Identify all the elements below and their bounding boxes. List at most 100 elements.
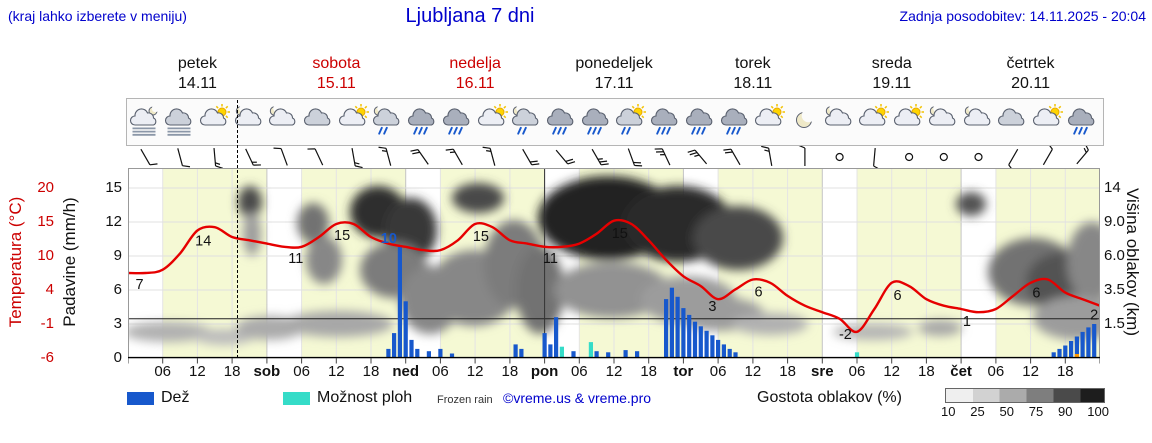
weather-icon-rain [1067, 108, 1095, 135]
height-tick: 1.5 [1104, 315, 1125, 332]
svg-text:7: 7 [136, 277, 144, 293]
cloud-density-value: 75 [1028, 404, 1044, 419]
cloud-density-scale: 10 25 50 75 90 100 [941, 388, 1109, 419]
x-axis-label: 06 [709, 363, 727, 380]
svg-text:6: 6 [755, 285, 763, 301]
cloud-density-value: 25 [970, 404, 985, 419]
svg-text:3: 3 [708, 299, 716, 315]
wind-barb [482, 146, 496, 166]
x-axis-label: 18 [1056, 363, 1074, 380]
cloud-density-value: 10 [941, 404, 956, 419]
x-axis-label: 06 [570, 363, 588, 380]
weather-icon-night-partly [928, 104, 956, 126]
wind-barb [761, 146, 773, 166]
wind-barb [245, 148, 261, 166]
rain-swatch [127, 392, 154, 405]
day-name: nedelja [449, 55, 501, 72]
frozen-rain-label: Frozen rain [437, 394, 493, 406]
x-axis-label: sob [253, 363, 281, 380]
wind-barb [1042, 146, 1053, 166]
cloud-density-value: 100 [1087, 404, 1109, 419]
weather-icon-fog [165, 108, 192, 136]
weather-icon-rain [651, 108, 678, 135]
weather-icon-night-partly [269, 104, 296, 126]
cloud-density-value: 50 [999, 404, 1014, 419]
wind-barb [307, 148, 324, 166]
wind-barb [797, 146, 806, 166]
svg-text:15: 15 [334, 228, 350, 244]
x-axis-label: 12 [883, 363, 901, 380]
showers-swatch [283, 392, 310, 405]
x-axis-label: 06 [154, 363, 172, 380]
x-axis-label: sre [811, 363, 834, 380]
day-header: petek 14.11 [128, 54, 267, 94]
precip-tick: 3 [113, 315, 122, 332]
temp-tick: -6 [40, 349, 54, 366]
svg-text:2: 2 [1090, 308, 1098, 324]
svg-text:6: 6 [893, 288, 901, 304]
temp-tick: -1 [40, 315, 54, 332]
precip-tick: 6 [113, 281, 122, 298]
showers-legend-label: Možnost ploh [317, 389, 413, 406]
day-name: sobota [312, 55, 361, 72]
wind-calm-circle [939, 152, 948, 162]
svg-text:14: 14 [195, 233, 211, 249]
wind-barb [177, 148, 191, 168]
x-axis-label: tor [673, 363, 694, 380]
temp-tick: 15 [37, 213, 54, 230]
cloud-density-label: Gostota oblakov (%) [757, 389, 902, 406]
x-axis-label: 12 [1022, 363, 1039, 380]
svg-text:10: 10 [381, 231, 397, 247]
wind-barb [445, 148, 463, 166]
wind-barb [378, 146, 392, 166]
credit-link[interactable]: ©vreme.us & vreme.pro [503, 390, 652, 406]
wind-barb [273, 147, 288, 166]
temp-tick: 10 [37, 247, 54, 264]
height-tick: 6.0 [1104, 247, 1125, 264]
weather-icon-fog-night [130, 105, 160, 136]
svg-text:15: 15 [473, 229, 489, 245]
x-axis-label: 18 [223, 363, 241, 380]
height-tick: 14 [1104, 179, 1121, 196]
day-date: 15.11 [316, 75, 356, 92]
x-axis-label: 18 [362, 363, 380, 380]
wind-barb [140, 148, 158, 166]
weather-icon-partly-sunny [477, 104, 508, 126]
svg-text:1: 1 [963, 314, 971, 330]
day-header: torek 18.11 [683, 54, 822, 94]
weather-icon-rain [581, 108, 609, 135]
weather-icon-sun-rain [616, 104, 647, 135]
x-axis-label: 18 [779, 363, 796, 380]
day-date: 16.11 [455, 75, 495, 92]
x-axis-label: pon [530, 363, 559, 380]
weather-icon-partly-sunny [859, 104, 890, 126]
wind-barb [1076, 146, 1089, 165]
meteogram-plot: 7 14 11 15 15 11 15 3 6 -2 6 1 6 2 10 [128, 168, 1100, 364]
precip-tick: 9 [113, 247, 122, 264]
x-axis-label: 12 [744, 363, 762, 380]
rain-legend-label: Dež [161, 389, 190, 406]
wind-barb [723, 148, 741, 166]
cloud-density-value: 90 [1058, 404, 1073, 419]
svg-text:6: 6 [1032, 286, 1040, 302]
weather-icon-night-clear [796, 108, 816, 128]
wind-barb [627, 148, 643, 167]
current-time-line [237, 100, 238, 358]
precip-tick: 12 [105, 213, 122, 230]
weather-icon-strip [126, 98, 1104, 146]
weather-icon-partly-sunny [1032, 104, 1063, 126]
x-axis-label: ned [392, 363, 420, 380]
temp-tick: 20 [37, 179, 54, 196]
day-date: 14.11 [178, 75, 217, 92]
day-name: četrtek [1006, 55, 1055, 72]
location-hint: (kraj lahko izberete v meniju) [8, 8, 187, 24]
day-date: 20.11 [1011, 75, 1050, 92]
weather-icon-cloudy [303, 108, 331, 126]
last-updated: Zadnja posodobitev: 14.11.2025 - 20:04 [899, 8, 1146, 24]
precip-tick: 15 [105, 179, 122, 196]
cloud-density-values: 10 25 50 75 90 100 [941, 404, 1109, 419]
day-date: 19.11 [872, 75, 912, 92]
weather-icon-rain [442, 108, 470, 135]
weather-icon-partly-sunny [338, 104, 369, 126]
